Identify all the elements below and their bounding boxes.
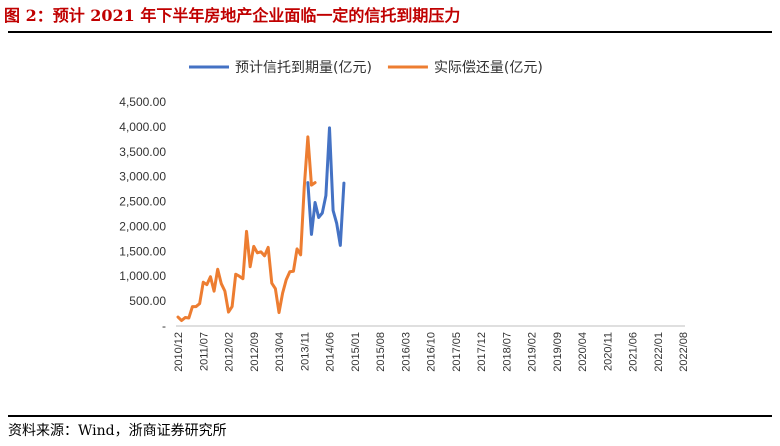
x-tick-label: 2020/04 <box>577 332 589 372</box>
x-tick-label: 2019/02 <box>527 332 539 372</box>
x-tick-label: 2017/05 <box>451 332 463 372</box>
x-tick-label: 2013/11 <box>299 332 311 371</box>
series-line <box>306 126 346 247</box>
x-tick-label: 2021/06 <box>628 332 640 372</box>
x-tick-label: 2013/04 <box>274 332 286 372</box>
x-tick-label: 2015/08 <box>375 332 387 372</box>
top-rule <box>8 31 772 33</box>
x-tick-label: 2015/01 <box>350 332 362 372</box>
x-tick-label: 2012/02 <box>224 332 236 372</box>
x-tick-label: 2020/11 <box>602 332 614 371</box>
y-tick-label: 3,500.00 <box>119 145 166 159</box>
bottom-rule <box>8 415 772 417</box>
x-axis-ticks: 2010/12 2011/07 2012/02 2012/09 2013/04 2013/… <box>173 332 690 372</box>
y-tick-label: 1,500.00 <box>119 244 166 258</box>
y-tick-label: 2,000.00 <box>119 219 166 233</box>
y-tick-label: 2,500.00 <box>119 195 166 209</box>
x-tick-label: 2012/09 <box>249 332 261 372</box>
y-tick-label: - <box>162 319 166 333</box>
y-tick-label: 4,500.00 <box>119 95 166 109</box>
series-lines <box>176 126 346 323</box>
series-line <box>176 135 317 323</box>
x-tick-label: 2022/08 <box>678 332 690 372</box>
legend-label: 预计信托到期量(亿元) <box>235 60 372 76</box>
source-note: 资料来源：Wind，浙商证券研究所 <box>8 423 227 439</box>
x-tick-label: 2011/07 <box>198 332 210 371</box>
y-tick-label: 500.00 <box>129 294 166 308</box>
x-tick-label: 2022/01 <box>653 332 665 372</box>
y-tick-label: 3,000.00 <box>119 170 166 184</box>
x-tick-label: 2019/09 <box>552 332 564 372</box>
y-tick-label: 1,000.00 <box>119 269 166 283</box>
x-tick-label: 2016/03 <box>400 332 412 372</box>
chart-legend: 预计信托到期量(亿元) 实际偿还量(亿元) <box>189 60 543 76</box>
figure-title: 图 2：预计 2021 年下半年房地产企业面临一定的信托到期压力 <box>4 6 461 25</box>
x-tick-label: 2010/12 <box>173 332 185 372</box>
x-tick-label: 2014/06 <box>325 332 337 372</box>
x-tick-label: 2017/12 <box>476 332 488 372</box>
x-tick-label: 2018/07 <box>501 332 513 372</box>
legend-label: 实际偿还量(亿元) <box>434 60 543 76</box>
y-axis-ticks: - 500.00 1,000.00 1,500.00 2,000.00 2,500.00 3… <box>119 95 166 333</box>
y-tick-label: 4,000.00 <box>119 120 166 134</box>
x-tick-label: 2016/10 <box>426 332 438 372</box>
